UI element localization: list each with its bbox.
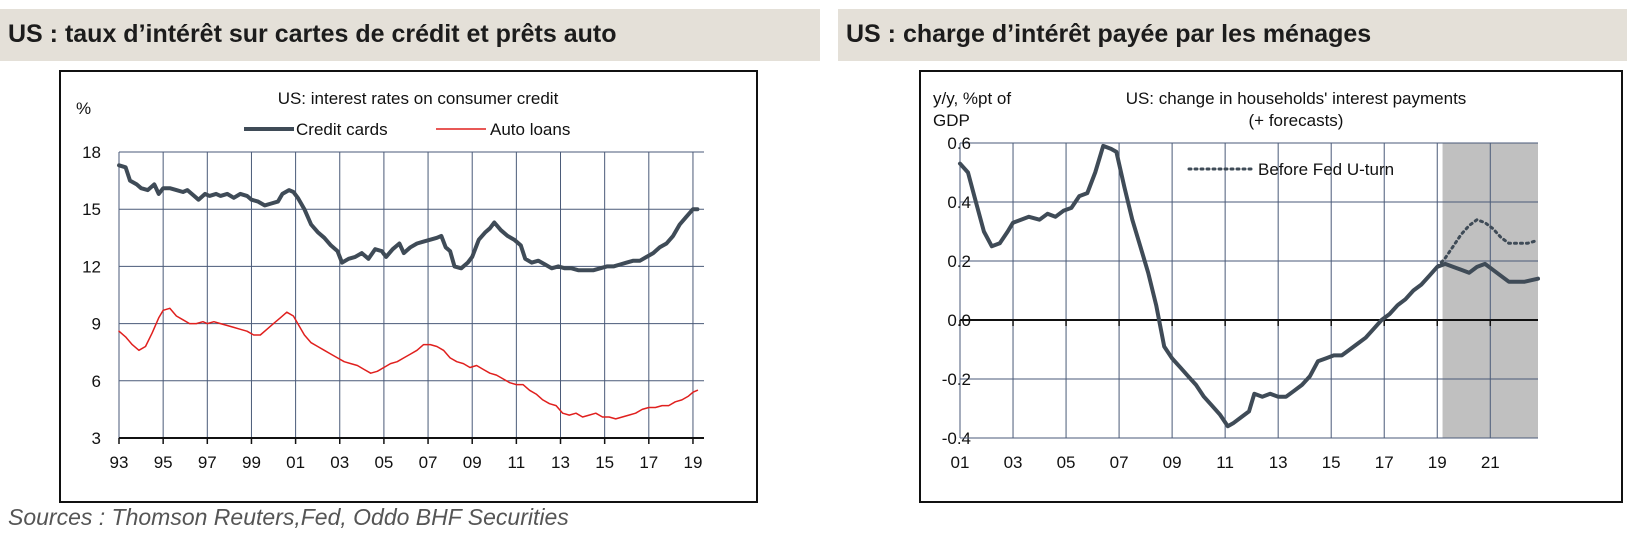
y-axis-label-line-1: y/y, %pt of (933, 89, 1011, 108)
right-banner-title: US : charge d’intérêt payée par les ména… (846, 20, 1372, 48)
auto-loans-series-line (118, 307, 699, 420)
x-tick-label: 05 (374, 453, 393, 472)
x-tick-label: 07 (1110, 453, 1129, 472)
y-tick-label: 9 (92, 315, 101, 334)
y-tick-label: 0.0 (947, 311, 971, 330)
before-fed-u-turn-series-line (1435, 218, 1540, 269)
x-tick-label: 17 (1375, 453, 1394, 472)
left-chart-frame: 3 6 9 12 15 18 93 95 97 99 01 03 05 07 09 11 13 15 17 19 US:… (59, 70, 758, 503)
x-tick-label: 05 (1057, 453, 1076, 472)
household-interest-payments-chart: -0.4 -0.2 0.0 0.2 0.4 0.6 01 03 05 07 09 11 13 15 17 19… (933, 89, 1540, 472)
x-tick-label: 01 (286, 453, 305, 472)
legend-label-auto-loans: Auto loans (490, 120, 570, 139)
y-tick-label: 0.6 (947, 134, 971, 153)
x-tick-label: 95 (154, 453, 173, 472)
y-tick-label: 12 (82, 257, 101, 276)
y-axis-label: % (76, 99, 91, 118)
legend-label-before-fed-u-turn: Before Fed U-turn (1258, 160, 1394, 179)
chart-title: US: interest rates on consumer credit (278, 89, 559, 108)
x-tick-label: 15 (595, 453, 614, 472)
x-tick-label: 21 (1481, 453, 1500, 472)
y-tick-label: 6 (92, 372, 101, 391)
y-tick-label: 18 (82, 143, 101, 162)
x-tick-label: 01 (951, 453, 970, 472)
left-banner: US : taux d’intérêt sur cartes de crédit… (0, 9, 820, 61)
y-tick-label: 3 (92, 429, 101, 448)
x-tick-label: 19 (684, 453, 703, 472)
sources-note: Sources : Thomson Reuters,Fed, Oddo BHF … (8, 504, 569, 530)
y-axis-label-line-2: GDP (933, 111, 970, 130)
y-tick-label: -0.4 (942, 429, 971, 448)
right-banner: US : charge d’intérêt payée par les ména… (838, 9, 1627, 61)
x-tick-label: 93 (110, 453, 129, 472)
x-tick-label: 15 (1322, 453, 1341, 472)
legend-label-credit-cards: Credit cards (296, 120, 388, 139)
x-tick-label: 99 (242, 453, 261, 472)
x-tick-label: 13 (1269, 453, 1288, 472)
right-chart-frame: -0.4 -0.2 0.0 0.2 0.4 0.6 01 03 05 07 09 11 13 15 17 19… (919, 70, 1623, 503)
x-tick-label: 11 (1216, 453, 1234, 472)
y-tick-label: 0.2 (947, 252, 971, 271)
x-tick-label: 13 (551, 453, 570, 472)
chart-title-line-1: US: change in households' interest payme… (1126, 89, 1467, 108)
y-tick-label: 0.4 (947, 193, 971, 212)
x-tick-label: 11 (508, 453, 526, 472)
credit-cards-series-line (117, 163, 700, 273)
y-tick-label: -0.2 (942, 370, 971, 389)
x-tick-label: 09 (1163, 453, 1182, 472)
main-series-line (958, 143, 1540, 429)
consumer-credit-rates-chart: 3 6 9 12 15 18 93 95 97 99 01 03 05 07 09 11 13 15 17 19 US:… (76, 89, 704, 472)
x-tick-label: 03 (330, 453, 349, 472)
chart-title-line-2: (+ forecasts) (1249, 111, 1344, 130)
x-tick-label: 19 (1428, 453, 1447, 472)
x-tick-label: 17 (639, 453, 658, 472)
y-tick-label: 15 (82, 200, 101, 219)
left-banner-title: US : taux d’intérêt sur cartes de crédit… (8, 20, 617, 48)
x-tick-label: 09 (463, 453, 482, 472)
x-tick-label: 07 (419, 453, 438, 472)
x-tick-label: 97 (198, 453, 217, 472)
x-tick-label: 03 (1004, 453, 1023, 472)
